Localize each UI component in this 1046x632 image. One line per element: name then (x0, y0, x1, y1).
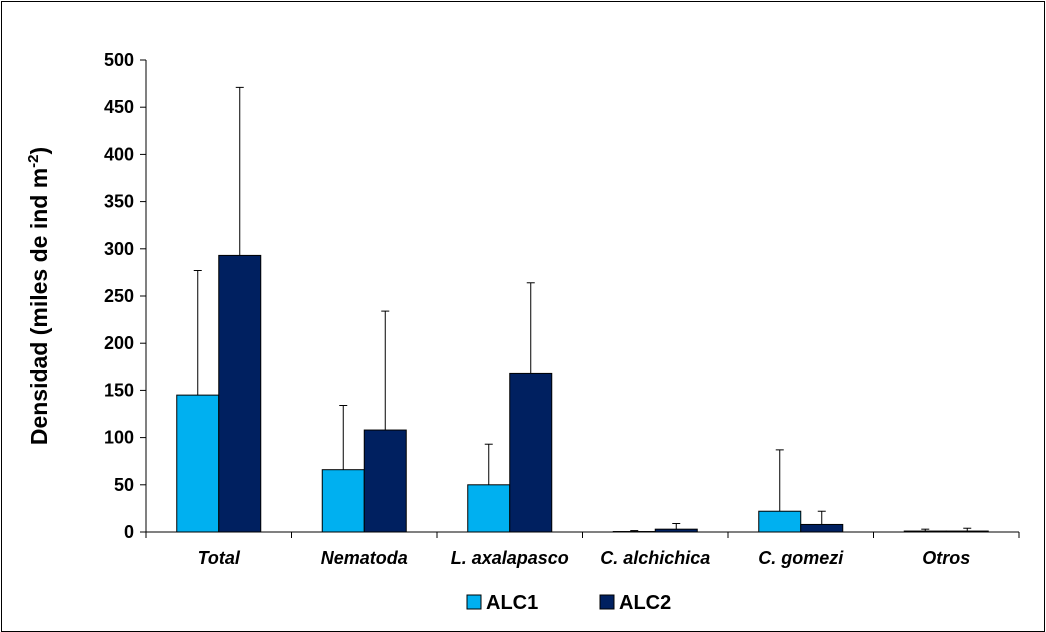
bar-alc2-1 (363, 429, 407, 533)
x-category-label: Otros (922, 548, 970, 568)
bar-alc2-2 (509, 372, 553, 533)
y-axis-title-main: Densidad (miles de ind m (26, 168, 52, 445)
legend-swatch-alc2 (599, 594, 615, 610)
y-tick-label: 50 (114, 475, 134, 495)
y-tick-label: 200 (104, 333, 134, 353)
x-category-label: Total (198, 548, 241, 568)
y-tick-label: 150 (104, 380, 134, 400)
legend-label-alc1: ALC1 (486, 592, 538, 614)
y-axis-title-superscript: -2 (25, 154, 42, 167)
bar-alc1-1 (321, 469, 365, 533)
x-category-label: L. axalapasco (451, 548, 569, 568)
error-bars-layer (193, 86, 972, 532)
bars-layer (176, 254, 989, 533)
x-category-label: C. alchichica (600, 548, 710, 568)
y-tick-label: 350 (104, 192, 134, 212)
bar-alc1-0 (176, 394, 220, 533)
bar-alc2-4 (800, 523, 844, 533)
y-tick-label: 400 (104, 144, 134, 164)
bar-alc1-2 (467, 484, 511, 533)
y-tick-labels: 0 50 100 150 200 250 300 350 400 450 500 (104, 50, 134, 542)
y-tick-label: 100 (104, 428, 134, 448)
y-tick-label: 450 (104, 97, 134, 117)
x-category-label: Nematoda (321, 548, 408, 568)
y-axis-title: Densidad (miles de ind m-2) (25, 147, 52, 445)
x-category-label: C. gomezi (758, 548, 844, 568)
bar-alc1-4 (758, 510, 802, 533)
y-tick-label: 300 (104, 239, 134, 259)
legend: ALC1 ALC2 (466, 592, 671, 614)
legend-label-alc2: ALC2 (619, 592, 671, 614)
y-tick-label: 250 (104, 286, 134, 306)
legend-swatch-alc1 (466, 594, 482, 610)
bar-alc2-0 (218, 254, 262, 533)
y-tick-label: 0 (124, 522, 134, 542)
y-tick-label: 500 (104, 50, 134, 70)
y-axis-title-end: ) (26, 147, 52, 155)
x-category-labels: Total Nematoda L. axalapasco C. alchichica C… (198, 548, 971, 568)
axes-layer (140, 59, 1020, 538)
